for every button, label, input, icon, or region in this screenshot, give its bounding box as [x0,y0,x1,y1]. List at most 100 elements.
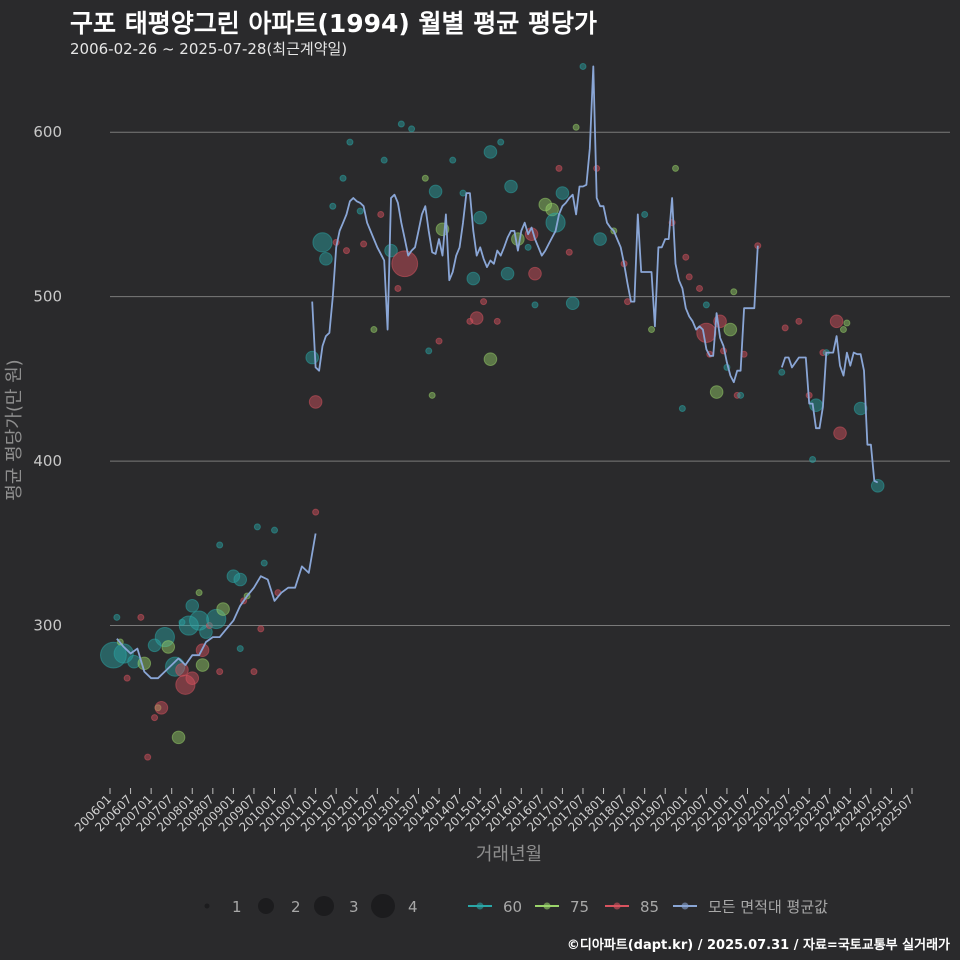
point-75 [483,352,498,366]
point-85 [795,317,803,325]
point-85 [394,284,402,292]
point-75 [648,326,656,334]
point-60 [233,572,248,587]
y-axis-title: 평균 평당가(만 원) [4,359,25,500]
point-60 [397,120,405,128]
chart-subtitle: 2006-02-26 ~ 2025-07-28(최근계약일) [70,40,348,58]
point-85 [685,273,693,281]
color-legend-dot [613,902,621,910]
point-85 [216,668,224,676]
average-line-segment [311,65,759,384]
scatter-points [100,62,885,761]
point-60 [737,391,745,399]
point-60 [504,179,518,194]
point-60 [641,210,649,218]
point-60 [853,401,868,416]
color-legend-dot [476,902,484,910]
point-60 [178,615,199,636]
point-85 [137,613,145,621]
point-60 [189,610,210,631]
point-85 [377,210,385,218]
point-75 [723,322,738,337]
point-85 [696,284,704,292]
average-line-segment [116,533,317,680]
size-legend-circle [204,903,210,909]
point-85 [624,298,632,306]
point-60 [305,350,320,365]
point-75 [572,123,580,131]
point-75 [370,326,378,334]
point-85 [185,671,200,685]
point-60 [870,478,885,493]
point-60 [473,210,487,225]
point-60 [236,645,244,653]
point-85 [250,668,258,676]
point-60 [380,156,388,164]
point-60 [165,656,186,677]
point-85 [342,247,350,255]
size-legend-circle [371,894,395,918]
point-75 [672,164,680,172]
point-75 [839,326,847,334]
point-75 [511,232,525,246]
color-legend-label: 모든 면적대 평균값 [708,898,828,916]
point-60 [113,613,121,621]
point-75 [428,391,436,399]
point-85 [175,663,189,677]
point-75 [195,589,203,597]
color-legend-dot [543,902,551,910]
point-60 [809,398,823,413]
point-60 [312,232,333,253]
point-85 [312,508,320,516]
point-60 [260,559,268,567]
chart-title: 구포 태평양그린 아파트(1994) 월별 평균 평당가 [70,9,597,38]
point-60 [565,296,580,311]
point-85 [469,311,484,325]
point-85 [682,253,690,261]
point-85 [829,314,844,329]
point-75 [216,602,230,616]
point-60 [339,174,347,182]
point-85 [154,700,169,715]
point-60 [319,252,333,266]
point-60 [408,125,416,133]
point-60 [271,526,279,534]
point-60 [216,541,224,549]
point-60 [329,202,337,210]
point-85 [528,266,542,281]
color-legend-label: 75 [570,898,589,916]
point-60 [428,184,443,199]
size-legend-label: 1 [232,898,242,916]
point-75 [843,319,851,327]
point-85 [480,298,488,306]
size-legend-label: 2 [291,898,301,916]
point-60 [531,301,539,309]
point-85 [257,625,265,633]
x-axis-title: 거래년월 [476,844,542,865]
point-60 [497,138,505,146]
point-60 [593,232,607,246]
point-60 [425,347,433,355]
average-line-segment [780,335,879,484]
y-tick-label: 300 [33,617,62,635]
point-60 [127,654,141,669]
legend: 1 2 3 4 60 75 85 모든 면적대 평균값 [204,894,828,918]
point-75 [421,174,429,182]
point-60 [678,404,686,412]
point-60 [356,207,364,215]
point-60 [524,243,532,251]
y-axis-ticks: 300 400 500 600 [33,123,62,634]
point-75 [709,385,724,399]
point-85 [466,317,474,325]
point-60 [500,266,515,281]
point-60 [459,189,467,197]
point-60 [253,523,261,531]
point-60 [384,243,398,258]
size-legend-circle [314,896,334,916]
color-legend-dot [681,902,689,910]
point-85 [360,240,368,248]
color-legend-label: 60 [503,898,522,916]
caption: ©디아파트(dapt.kr) / 2025.07.31 / 자료=국토교통부 실… [566,938,950,953]
point-85 [151,714,159,722]
